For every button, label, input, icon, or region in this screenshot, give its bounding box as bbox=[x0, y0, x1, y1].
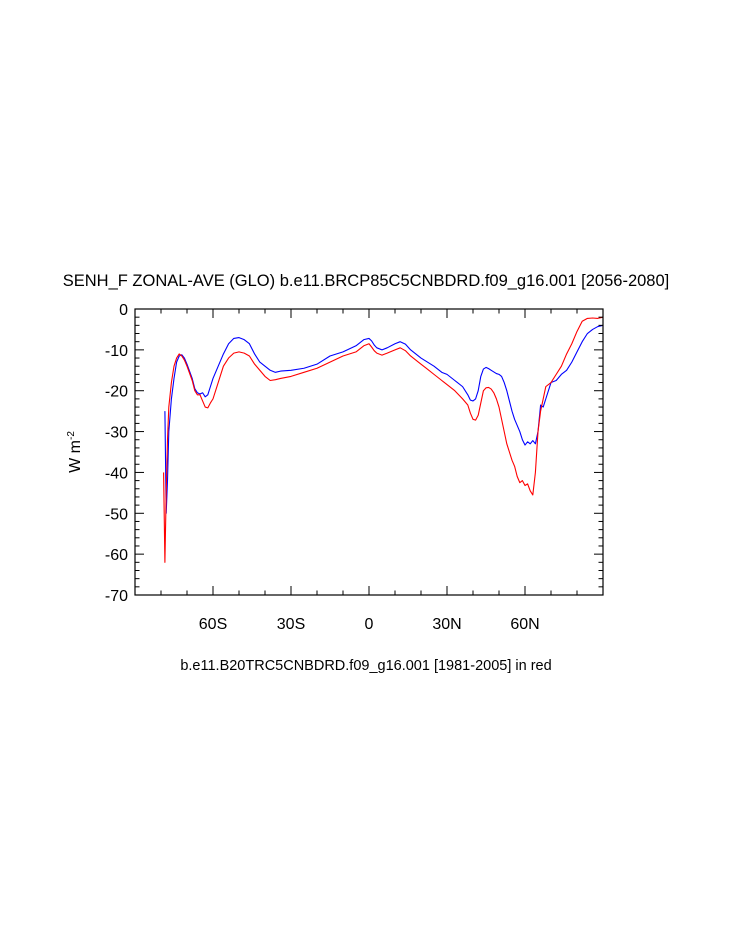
plot-area: 0 -10 -20 -30 -40 -50 -60 -70 60S 30S 0 30N 60N bbox=[105, 302, 604, 633]
series-layer bbox=[163, 316, 604, 563]
chart-title: SENH_F ZONAL-AVE (GLO) b.e11.BRCP85C5CNB… bbox=[63, 272, 670, 290]
y-tick-label: -40 bbox=[105, 465, 128, 482]
x-tick-label: 0 bbox=[365, 616, 374, 633]
y-tick-label: -50 bbox=[105, 506, 128, 523]
y-axis-label: W m-2 bbox=[66, 431, 84, 473]
y-axis-label-superscript: -2 bbox=[66, 431, 77, 440]
blue-series-line bbox=[164, 324, 604, 514]
y-tick-label: -70 bbox=[105, 588, 128, 605]
plot-frame bbox=[134, 308, 604, 596]
y-tick-label: -30 bbox=[105, 425, 128, 442]
x-tick-label: 30N bbox=[432, 616, 461, 633]
x-tick-label: 60S bbox=[199, 616, 227, 633]
y-tick-label: -10 bbox=[105, 343, 128, 360]
red-series-line bbox=[163, 316, 604, 563]
y-tick-label: -20 bbox=[105, 384, 128, 401]
tick-layer: 0 -10 -20 -30 -40 -50 -60 -70 60S 30S 0 30N 60N bbox=[105, 302, 604, 633]
y-tick-label: 0 bbox=[119, 302, 128, 319]
x-tick-label: 30S bbox=[277, 616, 305, 633]
x-tick-label: 60N bbox=[510, 616, 539, 633]
y-axis-label-base: W m bbox=[67, 440, 84, 473]
y-tick-label: -60 bbox=[105, 547, 128, 564]
x-axis-label: b.e11.B20TRC5CNBDRD.f09_g16.001 [1981-20… bbox=[180, 658, 551, 674]
